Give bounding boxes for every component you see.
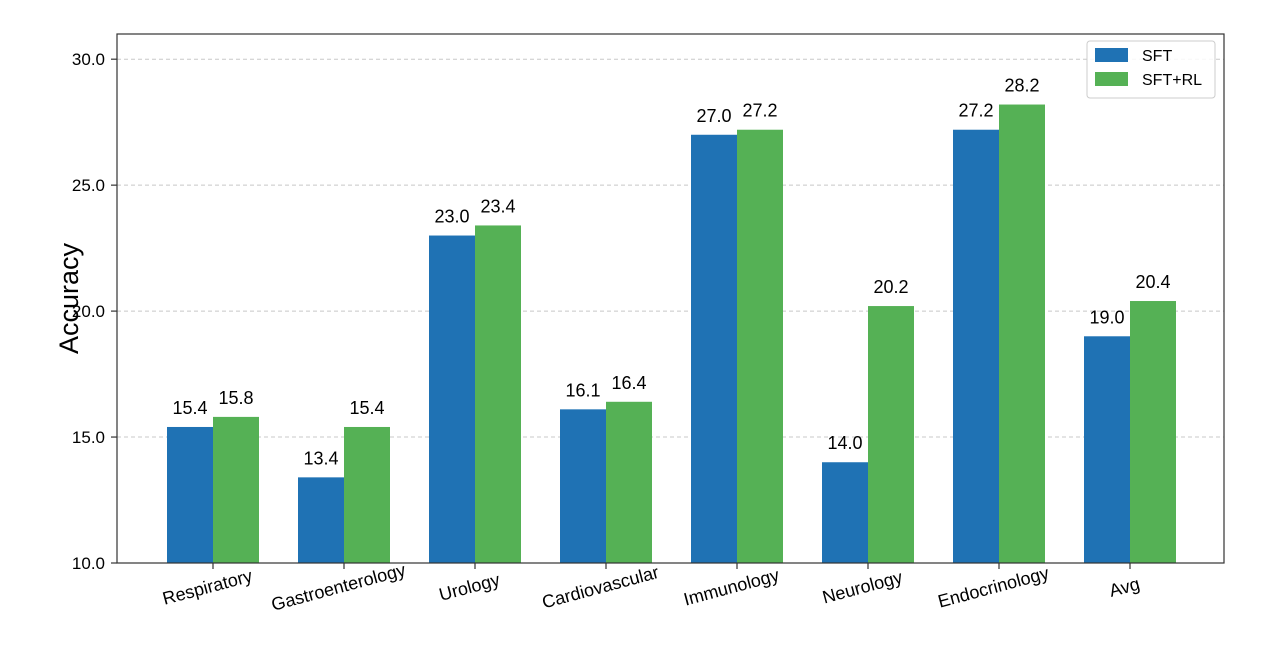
x-tick-label: Respiratory bbox=[160, 566, 254, 609]
x-tick-label: Endocrinology bbox=[936, 563, 1051, 612]
y-axis-label: Accuracy bbox=[54, 242, 84, 354]
bar-sft-rl bbox=[999, 104, 1045, 564]
bar-sft bbox=[1084, 336, 1130, 563]
grid-lines bbox=[117, 58, 1224, 564]
y-tick-label: 30.0 bbox=[72, 50, 105, 69]
bar-sft bbox=[691, 134, 737, 563]
y-tick-label: 15.0 bbox=[72, 428, 105, 447]
bar-value-label: 16.4 bbox=[611, 373, 646, 393]
bar-sft bbox=[953, 129, 999, 563]
x-tick-label: Neurology bbox=[820, 567, 904, 608]
value-labels: 15.4 15.8 13.4 15.4 23.0 23.4 16.1 16.4 27.0 27.2… bbox=[172, 76, 1170, 469]
bar-value-label: 15.8 bbox=[218, 388, 253, 408]
x-tick-label: Avg bbox=[1107, 574, 1142, 601]
x-tick-label: Immunology bbox=[682, 565, 782, 610]
legend-swatch bbox=[1095, 48, 1128, 62]
bar-sft-rl bbox=[606, 401, 652, 563]
bar-value-label: 27.2 bbox=[958, 101, 993, 121]
bar-sft bbox=[429, 235, 475, 563]
bar-sft-rl bbox=[213, 416, 259, 563]
legend-label: SFT+RL bbox=[1142, 72, 1202, 89]
y-tick-label: 10.0 bbox=[72, 554, 105, 573]
bar-value-label: 13.4 bbox=[303, 448, 338, 468]
bar-sft bbox=[822, 462, 868, 563]
bar-sft-rl bbox=[1130, 301, 1176, 563]
bar-value-label: 16.1 bbox=[565, 380, 600, 400]
bar-sft bbox=[560, 409, 606, 563]
legend-label: SFT bbox=[1142, 48, 1172, 65]
y-tick-label: 25.0 bbox=[72, 176, 105, 195]
bar-value-label: 23.0 bbox=[434, 207, 469, 227]
bar-sft-rl bbox=[475, 225, 521, 563]
bar-sft-rl bbox=[737, 129, 783, 563]
bars bbox=[167, 104, 1176, 564]
bar-sft bbox=[298, 477, 344, 563]
legend: SFT SFT+RL bbox=[1086, 40, 1216, 99]
bar-value-label: 20.2 bbox=[873, 277, 908, 297]
bar-value-label: 28.2 bbox=[1004, 76, 1039, 96]
x-tick-label: Urology bbox=[437, 570, 502, 605]
bar-value-label: 15.4 bbox=[172, 398, 207, 418]
x-tick-label: Gastroenterology bbox=[269, 560, 408, 615]
bar-value-label: 27.0 bbox=[696, 106, 731, 126]
legend-swatch bbox=[1095, 72, 1128, 86]
plot-frame bbox=[116, 33, 1225, 564]
bar-sft-rl bbox=[868, 306, 914, 563]
bar-value-label: 15.4 bbox=[349, 398, 384, 418]
bar-value-label: 27.2 bbox=[742, 101, 777, 121]
bar-sft bbox=[167, 426, 213, 563]
y-axis: 10.0 15.0 20.0 25.0 30.0 bbox=[72, 50, 117, 573]
bar-sft-rl bbox=[344, 426, 390, 563]
y-tick-label: 20.0 bbox=[72, 302, 105, 321]
bar-value-label: 19.0 bbox=[1089, 307, 1124, 327]
x-tick-label: Cardiovascular bbox=[540, 562, 661, 612]
bar-value-label: 20.4 bbox=[1135, 272, 1170, 292]
bar-value-label: 14.0 bbox=[827, 433, 862, 453]
x-axis: Respiratory Gastroenterology Urology Cardio… bbox=[160, 560, 1141, 615]
bar-value-label: 23.4 bbox=[480, 196, 515, 216]
